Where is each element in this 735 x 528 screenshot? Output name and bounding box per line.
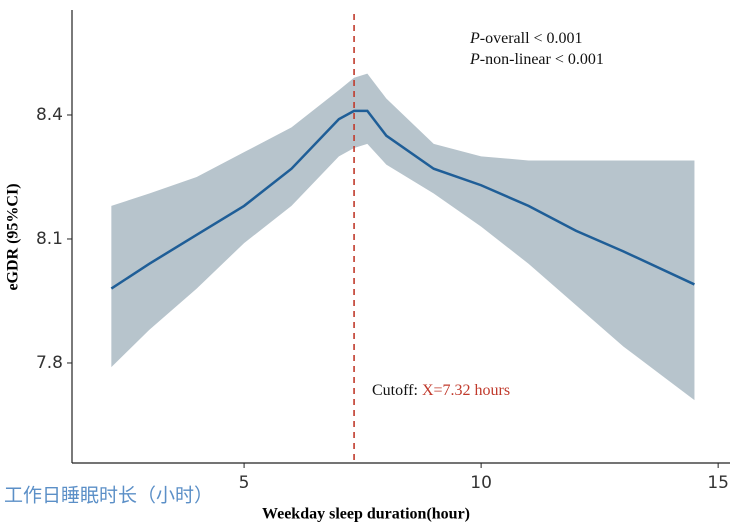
overlay-text: 工作日睡眠时长（小时） — [4, 485, 213, 507]
annotation: P-overall < 0.001 — [469, 30, 583, 47]
annotation-text: -non-linear < 0.001 — [480, 51, 604, 68]
x-tick-label: 5 — [239, 473, 250, 493]
y-tick-label: 7.8 — [36, 353, 63, 373]
ci-band — [111, 73, 695, 401]
x-tick-label: 10 — [470, 473, 492, 493]
y-axis-label: eGDR (95%CI) — [5, 183, 22, 290]
annotation-italic: P — [469, 51, 480, 68]
line — [110, 109, 695, 290]
x-tick-label: 15 — [707, 473, 729, 493]
cutoff-value: X=7.32 hours — [422, 382, 510, 399]
annotation-text: -overall < 0.001 — [480, 30, 583, 47]
y-tick-label: 8.1 — [36, 229, 63, 249]
x-axis-label: Weekday sleep duration(hour) — [262, 506, 470, 523]
annotation: P-non-linear < 0.001 — [469, 51, 604, 68]
cutoff-annotation: Cutoff: X=7.32 hours — [372, 382, 510, 399]
cutoff-label: Cutoff: — [372, 382, 422, 399]
y-tick-label: 8.4 — [36, 105, 63, 125]
annotation-italic: P — [469, 30, 480, 47]
